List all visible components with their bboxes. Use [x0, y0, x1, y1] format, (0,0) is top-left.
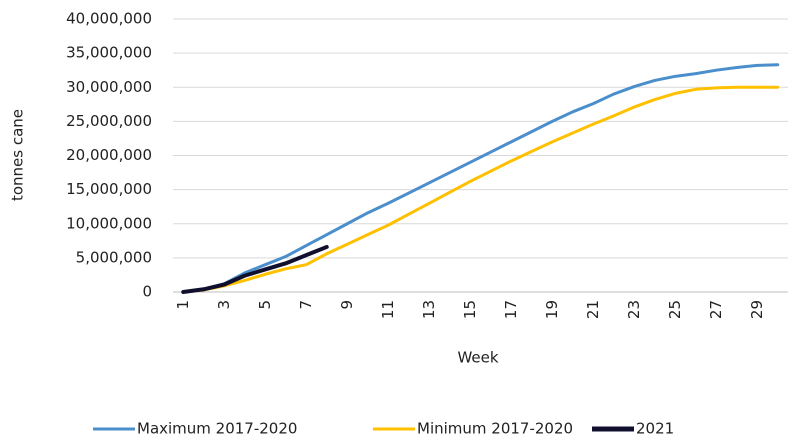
x-tick-label: 13 — [420, 300, 438, 319]
x-tick-label: 21 — [584, 300, 602, 319]
x-tick-label: 25 — [666, 300, 684, 319]
x-tick-label: 1 — [174, 300, 192, 310]
y-tick-label: 25,000,000 — [66, 112, 152, 130]
y-tick-label: 40,000,000 — [66, 10, 152, 28]
series-line — [181, 63, 780, 294]
y-tick-label: 15,000,000 — [66, 180, 152, 198]
y-tick-label: 20,000,000 — [66, 146, 152, 164]
series-line — [181, 244, 329, 294]
legend-label: Minimum 2017-2020 — [417, 420, 573, 438]
x-axis-title: Week — [457, 349, 498, 367]
x-tick-label: 7 — [297, 300, 315, 310]
x-tick-label: 15 — [461, 300, 479, 319]
x-tick-label: 3 — [215, 300, 233, 310]
y-tick-label: 0 — [142, 283, 152, 301]
x-tick-label: 23 — [625, 300, 643, 319]
y-tick-label: 30,000,000 — [66, 78, 152, 96]
x-tick-label: 5 — [256, 300, 274, 310]
x-tick-label: 27 — [707, 300, 725, 319]
series-line — [181, 85, 780, 294]
x-tick-label: 11 — [379, 300, 397, 319]
x-tick-label: 17 — [502, 300, 520, 319]
legend-label: 2021 — [636, 420, 674, 438]
legend-label: Maximum 2017-2020 — [137, 420, 297, 438]
y-tick-label: 10,000,000 — [66, 214, 152, 232]
y-tick-label: 5,000,000 — [76, 248, 152, 266]
x-tick-label: 29 — [748, 300, 766, 319]
x-tick-label: 19 — [543, 300, 561, 319]
x-tick-label: 9 — [338, 300, 356, 310]
y-axis-title: tonnes cane — [9, 109, 27, 201]
y-tick-label: 35,000,000 — [66, 44, 152, 62]
